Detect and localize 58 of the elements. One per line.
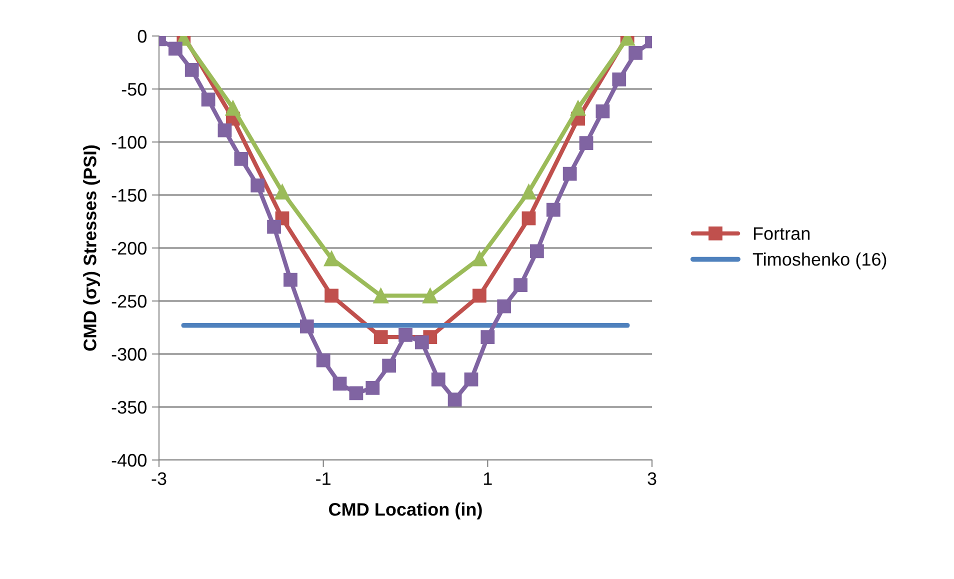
point xyxy=(579,136,594,150)
point xyxy=(234,152,248,166)
point xyxy=(464,372,478,386)
y-tick-label: -100 xyxy=(112,136,146,149)
y-tick-label: -350 xyxy=(112,400,146,414)
point xyxy=(398,328,412,342)
point xyxy=(422,288,438,304)
point xyxy=(274,184,290,200)
point xyxy=(300,319,314,334)
point xyxy=(250,178,265,192)
x-tick-label: -3 xyxy=(152,472,166,486)
legend-label: Fortran xyxy=(754,227,810,240)
y-axis-title: CMD (σy) Stresses (PSI) xyxy=(83,145,100,351)
y-tick-label: -300 xyxy=(112,348,146,361)
point xyxy=(168,42,182,56)
point xyxy=(497,299,512,314)
y-tick-label: -50 xyxy=(122,82,146,96)
x-tick-label: -1 xyxy=(316,472,330,485)
point xyxy=(562,166,577,181)
point xyxy=(546,202,560,217)
point xyxy=(349,386,364,400)
point xyxy=(570,100,586,116)
point xyxy=(596,104,610,118)
point xyxy=(332,376,347,391)
x-axis-title: CMD Location (in) xyxy=(329,502,482,520)
point xyxy=(521,184,536,200)
y-tick-label: -200 xyxy=(112,242,146,255)
y-tick-label: 0 xyxy=(138,30,146,43)
point xyxy=(472,288,486,303)
point xyxy=(324,250,340,266)
point xyxy=(374,330,388,344)
point xyxy=(218,123,232,138)
point xyxy=(373,288,388,304)
y-tick-label: -400 xyxy=(112,454,146,467)
point xyxy=(530,244,544,258)
point xyxy=(448,392,462,407)
point xyxy=(382,358,396,373)
point xyxy=(284,272,298,287)
point xyxy=(514,278,528,292)
point xyxy=(612,72,626,86)
y-tick-label: -150 xyxy=(112,188,146,202)
point xyxy=(201,92,216,107)
point xyxy=(628,46,643,60)
point xyxy=(522,211,536,226)
point xyxy=(472,250,488,266)
y-tick-label: -250 xyxy=(112,294,146,308)
point xyxy=(225,100,241,116)
point xyxy=(414,335,429,350)
x-tick-label: 3 xyxy=(648,472,656,486)
point xyxy=(184,62,199,77)
point xyxy=(324,288,338,303)
point xyxy=(480,330,495,344)
point xyxy=(431,372,446,386)
point xyxy=(366,380,380,395)
x-tick-label: 1 xyxy=(484,472,492,485)
point xyxy=(267,220,281,234)
point xyxy=(316,353,330,368)
legend-label: Timoshenko (16) xyxy=(752,252,886,270)
